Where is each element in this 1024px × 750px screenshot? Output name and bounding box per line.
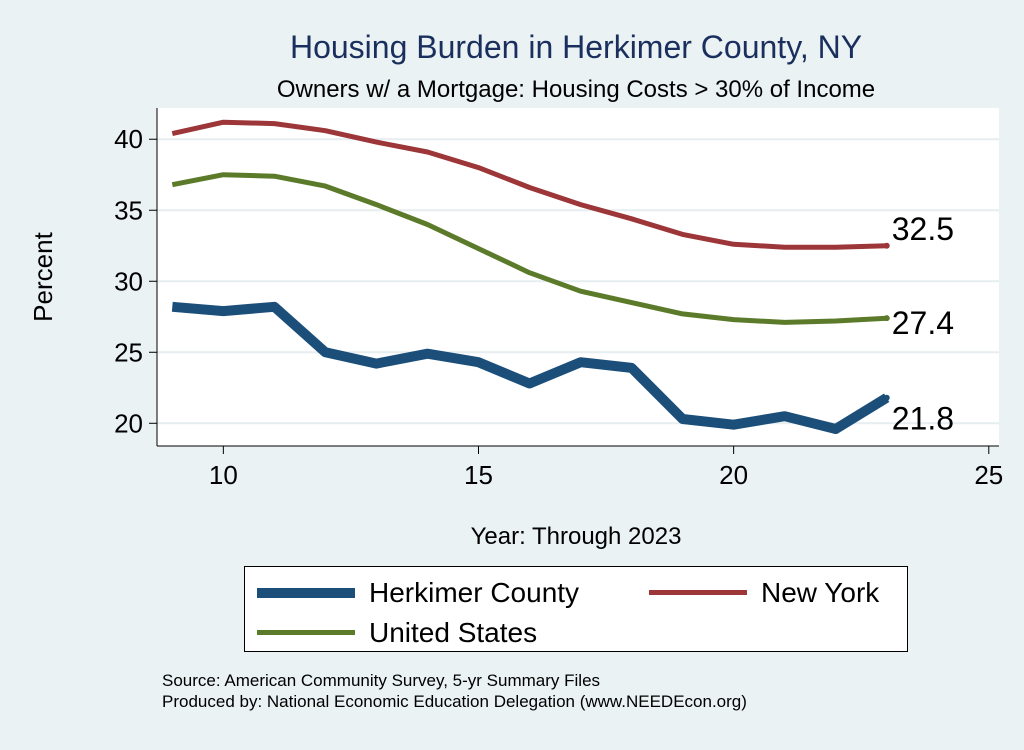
- legend-item-herkimer: Herkimer County: [257, 577, 587, 609]
- legend: Herkimer County New York United States: [244, 566, 908, 652]
- series-lines: [171, 119, 890, 434]
- y-tick-label: 20: [114, 408, 143, 438]
- y-tick-label: 25: [114, 337, 143, 367]
- series-line-united-states: [171, 172, 887, 325]
- produced-by-note: Produced by: National Economic Education…: [162, 692, 747, 711]
- legend-swatch-herkimer: [257, 588, 355, 598]
- series-line-new-york: [171, 119, 887, 250]
- source-note: Source: American Community Survey, 5-yr …: [162, 671, 601, 690]
- x-tick-label: 10: [209, 460, 238, 490]
- y-tick-label: 35: [114, 195, 143, 225]
- axes: 20 25 30 35 40 10 15 20 25: [114, 108, 1003, 490]
- end-point: [883, 242, 890, 249]
- legend-label-united-states: United States: [369, 617, 538, 648]
- legend-swatch-new-york: [649, 590, 747, 595]
- end-labels: 21.8 32.5 27.4: [883, 211, 954, 437]
- x-tick-label: 15: [464, 460, 493, 490]
- legend-swatch-united-states: [257, 630, 355, 635]
- x-tick-label: 25: [974, 460, 1003, 490]
- legend-item-united-states: United States: [257, 617, 587, 649]
- end-value-label: 27.4: [892, 305, 954, 341]
- y-tick-label: 40: [114, 124, 143, 154]
- legend-label-new-york: New York: [761, 577, 880, 608]
- y-tick-label: 30: [114, 266, 143, 296]
- legend-item-new-york: New York: [649, 577, 899, 609]
- chart-title: Housing Burden in Herkimer County, NY: [290, 29, 862, 65]
- chart-subtitle: Owners w/ a Mortgage: Housing Costs > 30…: [277, 76, 875, 103]
- legend-label-herkimer: Herkimer County: [369, 577, 580, 608]
- end-point: [883, 394, 890, 401]
- gridlines: [157, 138, 999, 425]
- plot-area: [157, 108, 999, 446]
- series-line-herkimer-county: [171, 301, 890, 434]
- end-point: [883, 315, 890, 322]
- end-value-label: 21.8: [892, 401, 954, 437]
- x-tick-label: 20: [719, 460, 748, 490]
- y-axis-label: Percent: [28, 231, 58, 321]
- x-axis-label: Year: Through 2023: [471, 523, 682, 550]
- end-value-label: 32.5: [892, 211, 954, 247]
